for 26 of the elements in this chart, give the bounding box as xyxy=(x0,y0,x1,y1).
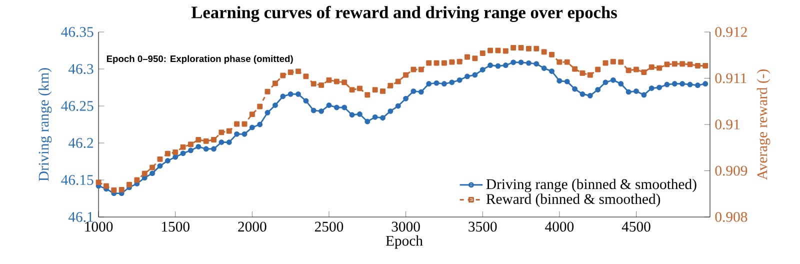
x-tick-label: 2000 xyxy=(238,222,266,232)
y2-tick-label: 0.909 xyxy=(715,166,748,176)
x-tick-label: 2500 xyxy=(314,222,344,232)
y-axis-title: Driving range (km) xyxy=(38,68,52,182)
x-tick-label: 1000 xyxy=(85,222,113,232)
y2-tick-label: 0.908 xyxy=(715,212,748,222)
y-tick-label: 46.1 xyxy=(68,212,93,222)
y-tick-label: 46.3 xyxy=(68,64,94,74)
x-tick-label: 3000 xyxy=(392,222,420,232)
y-tick-label: 46.35 xyxy=(61,27,94,37)
x-tick-label: 1500 xyxy=(162,222,190,232)
annotation: Epoch 0–950: Exploration phase (omitted) xyxy=(106,55,293,64)
y2-axis-title: Average reward (-) xyxy=(756,70,770,180)
y2-tick-label: 0.91 xyxy=(715,120,740,130)
x-tick-label: 4500 xyxy=(622,222,650,232)
y2-tick-label: 0.912 xyxy=(715,27,747,37)
x-tick-label: 3500 xyxy=(468,222,497,232)
y-tick-label: 46.25 xyxy=(61,101,94,111)
x-axis-title: Epoch xyxy=(386,235,423,249)
y2-tick-label: 0.911 xyxy=(715,73,746,84)
chart-title: Learning curves of reward and driving range over epochs xyxy=(191,6,617,22)
y-tick-label: 46.2 xyxy=(68,138,94,148)
legend-label: Driving range (binned & smoothed) xyxy=(486,178,696,192)
legend-label: Reward (binned & smoothed) xyxy=(486,194,660,207)
x-tick-label: 4000 xyxy=(545,222,574,232)
y-tick-label: 46.15 xyxy=(61,175,94,185)
